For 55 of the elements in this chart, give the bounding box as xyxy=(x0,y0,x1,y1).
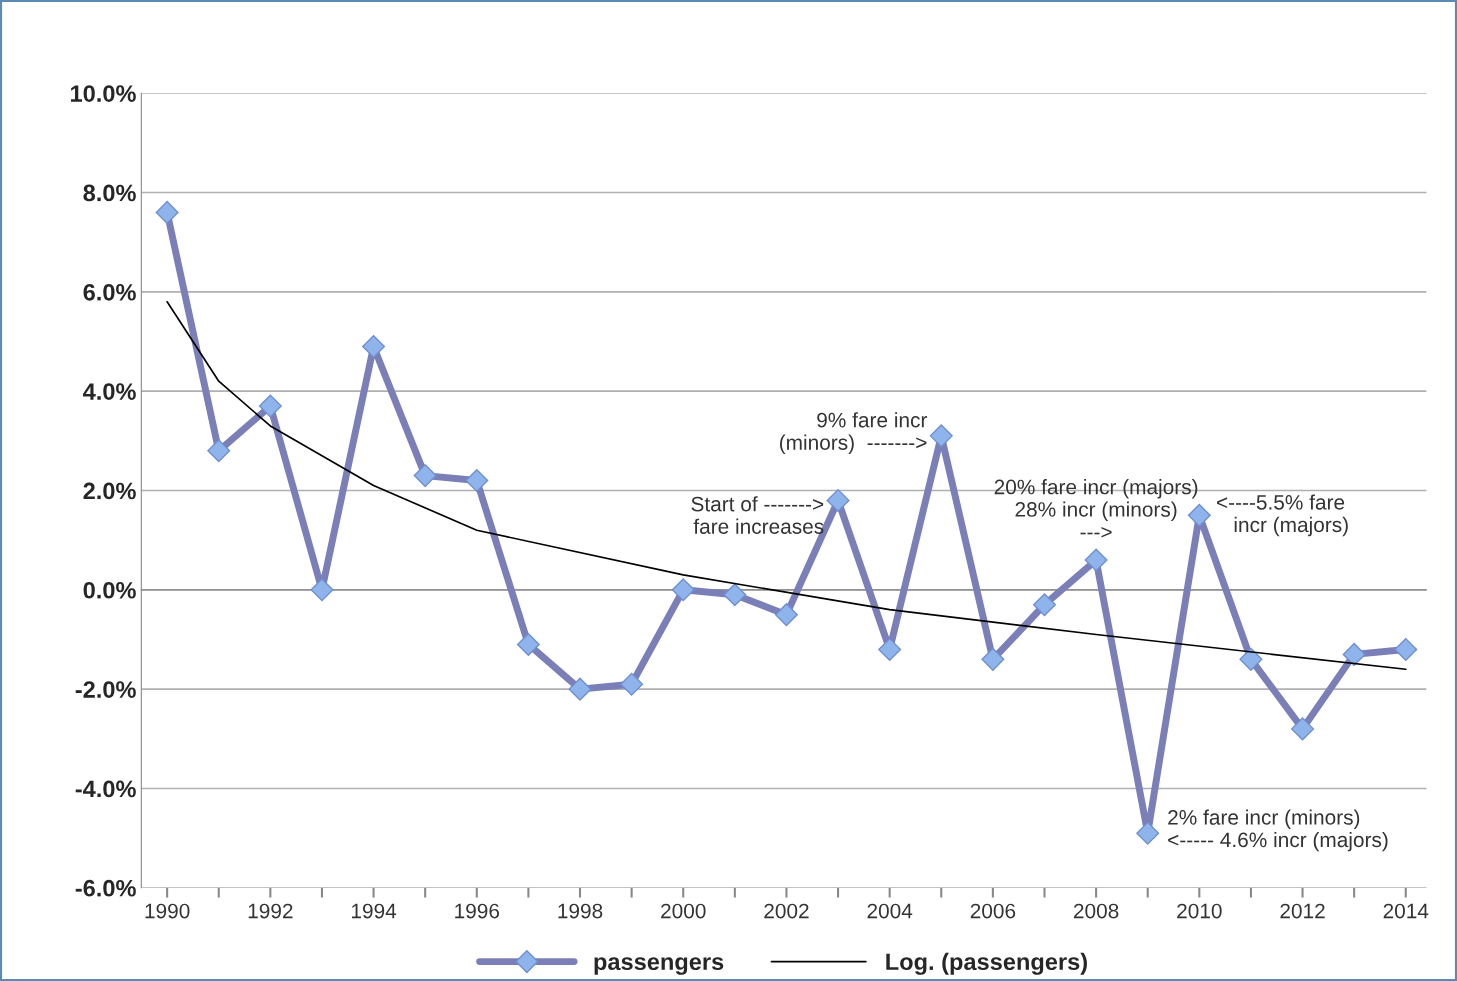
annotation: 20% fare incr (majors) 28% incr (minors) ---> xyxy=(994,479,1198,538)
point xyxy=(207,439,231,463)
y-tick-label: -6.0% xyxy=(75,879,136,897)
point xyxy=(878,637,902,661)
x-tick-label: 1994 xyxy=(351,903,397,919)
point xyxy=(155,200,179,224)
annotation: Start of -------> fare increases xyxy=(691,496,824,534)
annotation: <----5.5% fare incr (majors) xyxy=(1217,494,1348,537)
x-tick-label: 2000 xyxy=(661,903,706,919)
point xyxy=(413,464,437,488)
point xyxy=(620,672,644,696)
x-tick-label: 2002 xyxy=(764,903,809,919)
y-tick-label: 0.0% xyxy=(83,581,136,599)
y-tick-label: 10.0% xyxy=(71,85,136,102)
x-tick-label: 2012 xyxy=(1280,903,1325,919)
x-tick-label: 2014 xyxy=(1383,903,1429,919)
y-tick-label: -2.0% xyxy=(75,681,136,698)
point xyxy=(981,647,1005,671)
y-tick-label: 6.0% xyxy=(83,283,136,301)
point xyxy=(1084,548,1108,572)
point xyxy=(258,394,282,418)
point xyxy=(1394,637,1418,661)
legend-label: Log. (passengers) xyxy=(886,952,1087,975)
legend-label: passengers xyxy=(594,957,724,975)
x-tick-label: 2004 xyxy=(867,903,913,919)
point xyxy=(1136,821,1160,845)
point xyxy=(465,469,489,493)
point xyxy=(310,578,334,602)
point xyxy=(929,424,953,448)
point xyxy=(1187,503,1211,527)
y-tick-label: 2.0% xyxy=(83,482,136,500)
x-tick-label: 1996 xyxy=(455,903,500,919)
point xyxy=(826,488,850,512)
x-tick-label: 2008 xyxy=(1073,903,1119,919)
point xyxy=(362,334,386,358)
point xyxy=(568,677,592,701)
x-tick-label: 1998 xyxy=(558,903,603,919)
point xyxy=(516,632,540,656)
point xyxy=(774,603,798,627)
line-series xyxy=(166,300,1407,671)
x-tick-label: 2006 xyxy=(970,903,1016,919)
point xyxy=(1032,593,1056,617)
x-tick-label: 1990 xyxy=(145,903,190,919)
point xyxy=(1342,642,1366,666)
y-tick-label: 8.0% xyxy=(83,184,136,202)
point xyxy=(723,583,747,607)
point xyxy=(1291,717,1315,741)
x-tick-label: 2010 xyxy=(1177,903,1222,919)
annotation: 9% fare incr (minors) -------> xyxy=(780,412,928,455)
y-tick-label: 4.0% xyxy=(83,383,136,400)
point xyxy=(1239,647,1263,671)
y-tick-label: -4.0% xyxy=(75,780,136,798)
annotation: 2% fare incr (minors) <----- 4.6% incr (majors) xyxy=(1168,809,1388,852)
point xyxy=(671,578,695,602)
x-tick-label: 1992 xyxy=(248,903,293,919)
